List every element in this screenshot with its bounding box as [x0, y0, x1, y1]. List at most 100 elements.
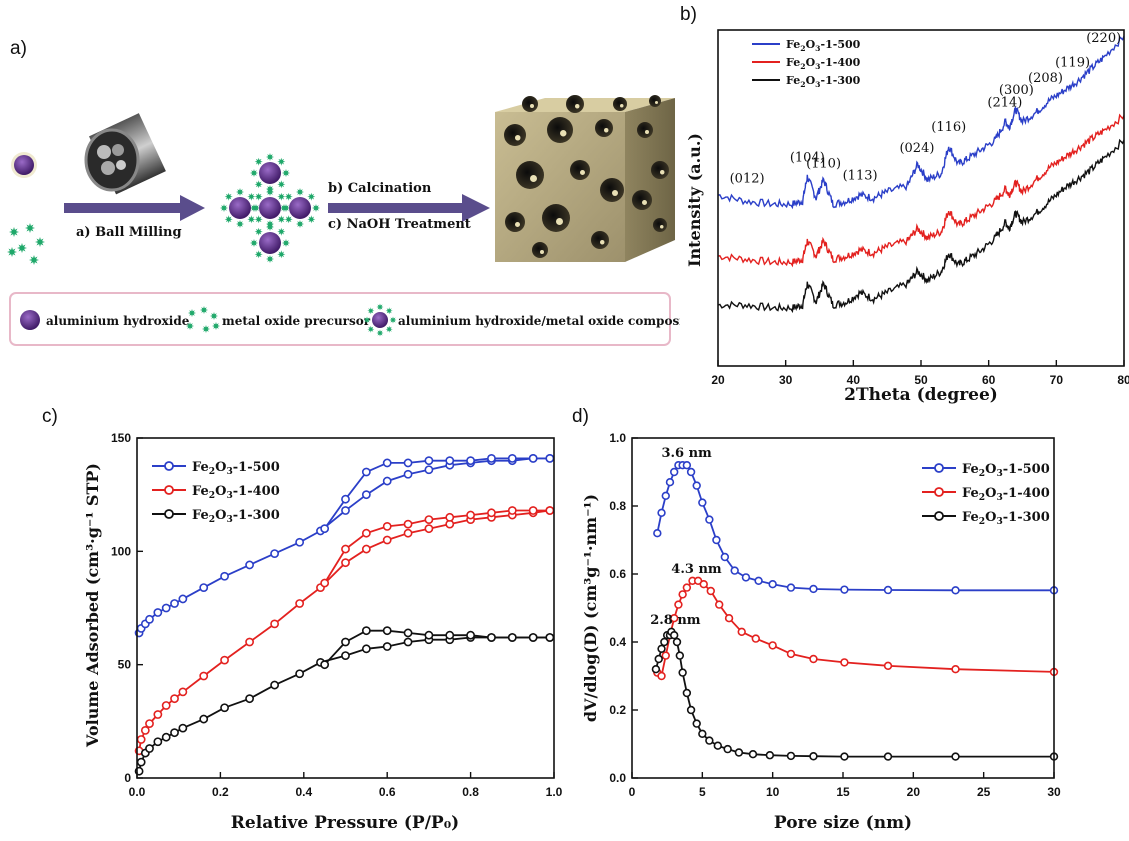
star-icon — [250, 204, 258, 212]
isotherm-point — [245, 637, 254, 647]
isotherm-point — [545, 453, 555, 463]
isotherm-point — [161, 732, 171, 742]
star-icon — [284, 215, 293, 224]
isotherm-point — [445, 635, 455, 645]
pore-icon — [653, 218, 667, 232]
pore-point — [840, 658, 849, 667]
panel-label-b: b) — [680, 4, 697, 25]
pore-x-tick-label: 15 — [836, 785, 850, 799]
isotherm-x-tick-label: 0.0 — [129, 785, 146, 799]
star-icon — [200, 306, 208, 314]
isotherm-point — [361, 626, 371, 636]
isotherm-point — [507, 510, 517, 520]
pore-highlight-icon — [612, 190, 618, 196]
pore-point — [705, 736, 714, 745]
xrd-peak-label: (208) — [1028, 71, 1063, 86]
pore-point — [662, 630, 672, 640]
pore-line-fe2o3-1-500 — [656, 464, 1054, 592]
isotherm-point — [466, 510, 475, 520]
pore-line-fe2o3-1-300 — [655, 630, 1054, 758]
pore-icon — [595, 119, 613, 137]
star-icon — [307, 192, 316, 201]
star-icon — [202, 325, 210, 333]
isotherm-point — [134, 628, 144, 638]
schematic-legend-box — [9, 292, 671, 346]
star-icon — [280, 204, 288, 212]
xrd-series-fe2o3-1-500 — [717, 35, 1125, 210]
star-icon — [236, 188, 244, 196]
pore-point — [1049, 667, 1059, 677]
star-icon — [367, 325, 375, 333]
isotherm-point — [170, 599, 179, 608]
isotherm-point — [445, 456, 455, 466]
star-icon — [277, 215, 286, 224]
isotherm-line-fe2o3-1-500-desorption — [323, 457, 550, 530]
star-icon — [247, 215, 256, 224]
pore-y-tick-label: 0.6 — [609, 567, 626, 581]
legend-precursor-label: metal oxide precursor — [222, 314, 371, 328]
pore-highlight-icon — [515, 222, 520, 227]
pore-point — [686, 467, 696, 477]
xrd-peak-label: (024) — [899, 141, 934, 156]
isotherm-point — [466, 458, 475, 468]
isotherm-point — [487, 453, 496, 463]
pore-point — [720, 552, 730, 562]
star-icon — [188, 309, 196, 317]
pore-icon — [613, 97, 627, 111]
pore-icon — [547, 117, 573, 143]
legend-label-fe2o3-1-500: Fe2O3-1-500 — [786, 38, 861, 53]
star-icon — [250, 169, 258, 177]
xrd-peak-label: (113) — [843, 169, 878, 184]
pore-point — [660, 637, 669, 647]
star-icon — [254, 180, 263, 189]
pore-peak-label: 3.6 nm — [661, 446, 712, 461]
isotherm-point — [153, 737, 163, 747]
pore-point — [669, 613, 679, 623]
panel-label-a: a) — [10, 38, 27, 59]
isotherm-point — [178, 723, 188, 733]
pore-point — [665, 630, 675, 640]
star-icon — [254, 192, 263, 201]
legend-aluminium-hydroxide-label: aluminium hydroxide — [46, 314, 190, 328]
isotherm-point — [341, 651, 350, 660]
isotherm-point — [341, 558, 350, 568]
isotherm-y-tick-label: 150 — [111, 431, 131, 445]
composite-sphere-icon — [259, 232, 281, 254]
isotherm-point — [545, 506, 555, 515]
pore-icon — [504, 124, 526, 146]
legend-label-fe2o3-1-300: Fe2O3-1-300 — [786, 74, 861, 89]
xrd-x-axis-label: 2Theta (degree) — [844, 385, 998, 405]
isotherm-point — [487, 512, 496, 522]
composite-sphere-icon — [229, 197, 251, 219]
isotherm-point — [199, 671, 209, 681]
isotherm-point — [403, 637, 413, 647]
pore-point — [669, 630, 679, 640]
pore-point — [674, 600, 683, 609]
isotherm-point — [136, 624, 146, 633]
xrd-peak-label: (116) — [931, 120, 966, 135]
isotherm-point — [466, 633, 475, 642]
isotherm-point — [295, 599, 305, 608]
pore-point — [661, 491, 670, 500]
step-calcination-label: b) Calcination — [328, 181, 432, 196]
star-icon — [284, 192, 293, 201]
pore-icon — [632, 190, 652, 210]
pore-x-tick-label: 25 — [977, 785, 991, 799]
star-icon — [224, 192, 233, 201]
pore-point — [678, 668, 687, 677]
xrd-x-tick-label: 20 — [711, 373, 725, 387]
pore-point — [840, 585, 849, 594]
isotherm-point — [161, 603, 171, 613]
pore-point — [734, 748, 744, 757]
isotherm-point — [424, 456, 434, 466]
star-icon — [385, 307, 393, 315]
isotherm-point — [545, 453, 555, 463]
pore-point — [657, 508, 666, 517]
pore-size-x-axis-label: Pore size (nm) — [774, 813, 912, 833]
star-icon — [277, 227, 286, 236]
pore-legend-marker — [934, 463, 944, 473]
pore-icon — [649, 95, 661, 107]
star-icon — [266, 255, 274, 263]
pore-highlight-icon — [660, 170, 665, 175]
isotherm-point — [270, 680, 280, 690]
